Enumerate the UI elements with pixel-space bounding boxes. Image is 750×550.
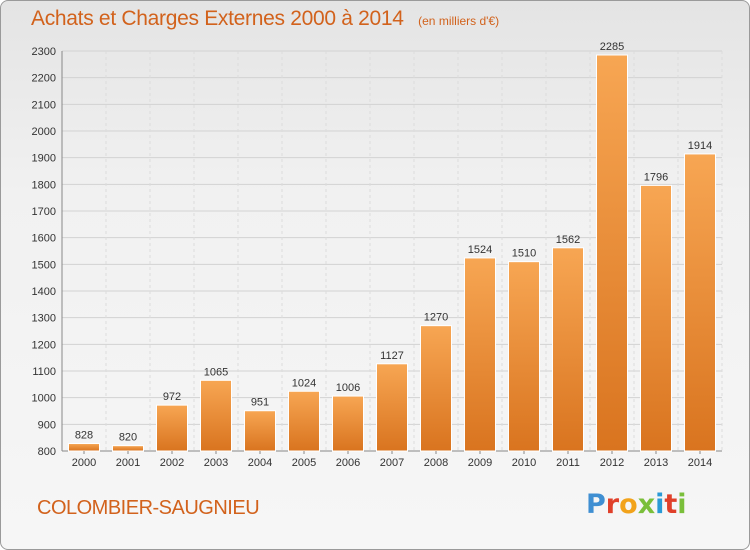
logo-letter: t bbox=[664, 489, 678, 520]
bar-value-label: 2285 bbox=[600, 41, 624, 53]
bar bbox=[332, 395, 364, 452]
bar bbox=[68, 443, 100, 452]
logo-letter: i bbox=[655, 489, 665, 520]
bar bbox=[464, 257, 496, 452]
commune-name: COLOMBIER-SAUGNIEU bbox=[37, 497, 260, 519]
y-tick-label: 2200 bbox=[32, 73, 56, 85]
chart-title: Achats et Charges Externes 2000 à 2014 bbox=[31, 7, 404, 30]
logo-letter: i bbox=[677, 489, 687, 520]
bar bbox=[376, 363, 408, 452]
y-tick-label: 1000 bbox=[32, 393, 56, 405]
bar-value-label: 1024 bbox=[292, 377, 316, 389]
y-tick-label: 1300 bbox=[32, 313, 56, 325]
x-tick-label: 2014 bbox=[688, 457, 712, 469]
y-tick-label: 800 bbox=[38, 446, 56, 458]
y-tick-label: 2300 bbox=[32, 46, 56, 58]
bar bbox=[156, 404, 188, 452]
bar-value-label: 1914 bbox=[688, 140, 712, 152]
bar bbox=[112, 445, 144, 452]
y-tick-label: 1500 bbox=[32, 259, 56, 271]
y-tick-label: 1400 bbox=[32, 286, 56, 298]
bar-value-label: 1524 bbox=[468, 244, 492, 256]
x-tick-label: 2005 bbox=[292, 457, 316, 469]
bar bbox=[200, 379, 232, 452]
bar bbox=[640, 184, 672, 452]
x-tick-label: 2003 bbox=[204, 457, 228, 469]
bar-value-label: 1796 bbox=[644, 171, 668, 183]
x-tick-label: 2011 bbox=[556, 457, 580, 469]
x-tick-label: 2001 bbox=[116, 457, 140, 469]
y-tick-label: 1900 bbox=[32, 153, 56, 165]
bar-value-label: 1270 bbox=[424, 312, 448, 324]
bar-value-label: 1065 bbox=[204, 366, 228, 378]
bar bbox=[684, 153, 716, 452]
bar-value-label: 972 bbox=[163, 391, 181, 403]
y-tick-label: 1800 bbox=[32, 179, 56, 191]
chart-unit: (en milliers d'€) bbox=[418, 14, 500, 28]
bar bbox=[508, 261, 540, 452]
bar-value-label: 1562 bbox=[556, 234, 580, 246]
logo-letter: r bbox=[605, 489, 620, 520]
x-tick-label: 2010 bbox=[512, 457, 536, 469]
y-tick-label: 900 bbox=[38, 419, 56, 431]
x-tick-label: 2000 bbox=[72, 457, 96, 469]
title-row: Achats et Charges Externes 2000 à 2014 (… bbox=[31, 7, 499, 31]
logo-letter: o bbox=[619, 489, 638, 520]
bar bbox=[420, 325, 452, 452]
x-tick-label: 2009 bbox=[468, 457, 492, 469]
proxiti-logo: Proxiti bbox=[586, 489, 687, 520]
y-tick-label: 2000 bbox=[32, 126, 56, 138]
y-tick-label: 1100 bbox=[32, 366, 56, 378]
x-tick-label: 2013 bbox=[644, 457, 668, 469]
logo-letter: x bbox=[637, 489, 656, 520]
bar-value-label: 828 bbox=[75, 430, 93, 442]
x-tick-label: 2004 bbox=[248, 457, 272, 469]
x-tick-label: 2002 bbox=[160, 457, 184, 469]
bar bbox=[288, 390, 320, 452]
bar-value-label: 1127 bbox=[380, 350, 404, 362]
x-tick-label: 2008 bbox=[424, 457, 448, 469]
y-tick-label: 2100 bbox=[32, 99, 56, 111]
x-tick-label: 2007 bbox=[380, 457, 404, 469]
y-tick-label: 1600 bbox=[32, 233, 56, 245]
bar bbox=[596, 54, 628, 452]
bar-value-label: 1510 bbox=[512, 248, 536, 260]
bar-value-label: 820 bbox=[119, 432, 137, 444]
y-tick-label: 1700 bbox=[32, 206, 56, 218]
logo-letter: P bbox=[586, 489, 606, 520]
y-tick-label: 1200 bbox=[32, 339, 56, 351]
x-tick-label: 2012 bbox=[600, 457, 624, 469]
bar-value-label: 1006 bbox=[336, 382, 360, 394]
x-tick-label: 2006 bbox=[336, 457, 360, 469]
bar bbox=[552, 247, 584, 452]
bar-value-label: 951 bbox=[251, 397, 269, 409]
bar bbox=[244, 410, 276, 452]
